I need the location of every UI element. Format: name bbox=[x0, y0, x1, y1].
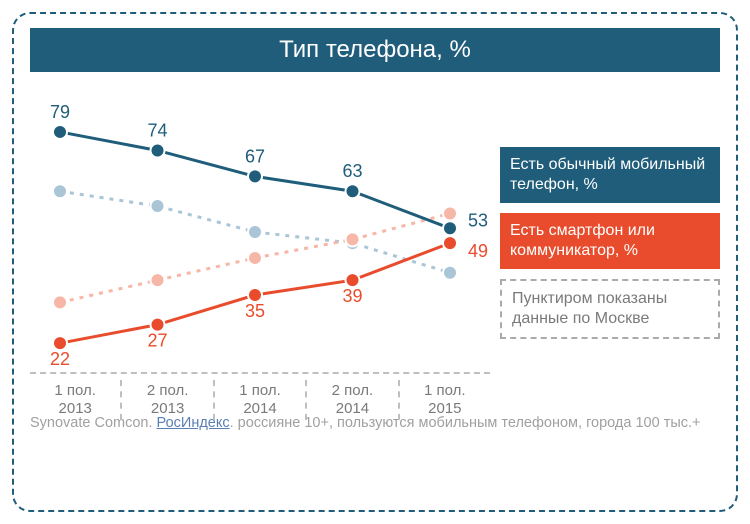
x-axis-label: 1 пол.2015 bbox=[398, 380, 490, 420]
legend-regular-phone: Есть обычный мобильный телефон, % bbox=[500, 147, 720, 203]
legend-moscow-note: Пунктиром показаны данные по Москве bbox=[500, 279, 720, 339]
chart-area: 79746763532227353949 1 пол.20132 пол.201… bbox=[30, 78, 490, 408]
legend-smartphone: Есть смартфон или коммуникатор, % bbox=[500, 213, 720, 269]
svg-text:63: 63 bbox=[342, 161, 362, 181]
svg-text:79: 79 bbox=[50, 102, 70, 122]
x-axis: 1 пол.20132 пол.20131 пол.20142 пол.2014… bbox=[30, 372, 490, 420]
x-axis-label: 1 пол.2013 bbox=[30, 380, 120, 420]
svg-text:39: 39 bbox=[342, 286, 362, 306]
svg-text:35: 35 bbox=[245, 301, 265, 321]
svg-text:53: 53 bbox=[468, 210, 488, 230]
content-row: 79746763532227353949 1 пол.20132 пол.201… bbox=[30, 78, 720, 408]
x-axis-label: 2 пол.2014 bbox=[305, 380, 397, 420]
svg-text:49: 49 bbox=[468, 241, 488, 261]
chart-title: Тип телефона, % bbox=[30, 28, 720, 72]
x-axis-label: 1 пол.2014 bbox=[213, 380, 305, 420]
svg-text:74: 74 bbox=[147, 120, 167, 140]
x-axis-label: 2 пол.2013 bbox=[120, 380, 212, 420]
svg-text:27: 27 bbox=[147, 331, 167, 351]
svg-text:22: 22 bbox=[50, 349, 70, 368]
svg-text:67: 67 bbox=[245, 146, 265, 166]
card-frame: Тип телефона, % 79 74 67 63 53 22 27 35 39 49 1 п… bbox=[12, 12, 738, 512]
legend: Есть обычный мобильный телефон, % Есть с… bbox=[500, 78, 720, 408]
line-chart: 79 74 67 63 53 22 27 35 39 49 bbox=[30, 78, 490, 368]
